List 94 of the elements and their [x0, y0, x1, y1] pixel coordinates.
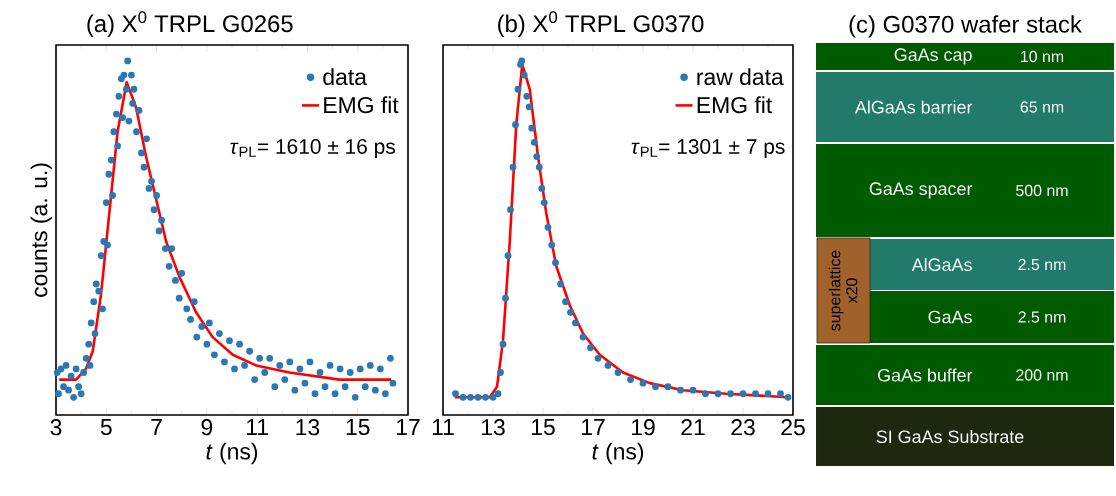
point	[525, 103, 533, 111]
x-tick-label: 21	[681, 419, 705, 436]
point	[604, 362, 612, 369]
text: GaAs cap	[894, 48, 972, 65]
annotation: τ$_{PL}$= 1610 ± 16 ps	[230, 139, 396, 159]
x-tick-label: 15	[532, 419, 555, 436]
text: AlGaAs barrier	[854, 100, 973, 114]
point	[689, 386, 697, 394]
point	[494, 390, 502, 398]
point	[664, 383, 672, 391]
text: 2.5 nm	[1018, 258, 1066, 271]
x-tick-label: 9	[201, 419, 213, 436]
x-tick-label: 11	[432, 419, 454, 435]
text: GaAs buffer	[878, 368, 973, 382]
x-axis-title: t (ns)	[592, 442, 644, 465]
point	[467, 393, 474, 401]
point	[514, 85, 522, 93]
point	[639, 379, 647, 387]
text: SI GaAs Substrate	[876, 429, 1024, 444]
text: x20	[846, 278, 858, 304]
point	[507, 206, 514, 214]
point	[482, 393, 489, 401]
point	[572, 319, 579, 327]
text: 10 nm	[1021, 50, 1064, 63]
point	[614, 369, 622, 376]
point	[504, 252, 512, 260]
point	[714, 390, 722, 398]
point	[502, 294, 509, 302]
point	[452, 390, 459, 398]
point	[474, 393, 482, 401]
x-tick-label: 17	[582, 419, 605, 435]
point	[509, 163, 517, 171]
point	[587, 344, 594, 352]
x-tick-label: 13	[482, 419, 505, 436]
y-axis-title: counts (a. u.)	[30, 163, 52, 297]
text: 65 nm	[1020, 101, 1064, 113]
x-tick-label: 25	[781, 419, 805, 436]
point	[552, 259, 559, 267]
point	[764, 390, 772, 398]
text: GaAs spacer	[869, 182, 973, 199]
point	[557, 280, 564, 288]
point	[523, 92, 531, 100]
x-axis-title: t (ns)	[206, 442, 258, 465]
x-tick-label: 13	[296, 419, 320, 436]
point	[540, 199, 548, 206]
point	[627, 376, 634, 383]
point	[777, 390, 784, 398]
point	[518, 57, 526, 65]
legend-label: EMG fit	[324, 96, 399, 114]
point	[739, 390, 747, 398]
point	[594, 354, 602, 362]
x-tick-label: 5	[100, 419, 112, 436]
point	[528, 124, 536, 132]
chart-title: (a) X$^{0}$ TRPL G0265	[87, 11, 293, 37]
point	[544, 223, 552, 231]
point	[677, 386, 684, 394]
text: 2.5 nm	[1018, 311, 1066, 323]
point	[784, 393, 792, 401]
x-tick-label: 3	[50, 419, 62, 436]
point	[512, 121, 519, 129]
x-tick-label: 19	[632, 419, 655, 436]
text: (c) G0370 wafer stack	[849, 15, 1082, 38]
chart-title: (b) X$^{0}$ TRPL G0370	[498, 11, 704, 37]
text: 500 nm	[1016, 184, 1068, 197]
point	[579, 333, 587, 341]
text: superlattice	[828, 250, 844, 331]
x-tick-label: 15	[346, 419, 370, 436]
text: AlGaAs	[911, 257, 972, 272]
text: GaAs	[928, 310, 972, 324]
text: 200 nm	[1016, 369, 1068, 381]
point	[459, 393, 467, 401]
point	[752, 390, 759, 398]
point	[652, 383, 659, 391]
legend-label: raw data	[697, 68, 784, 86]
legend-label: data	[323, 68, 367, 86]
point	[533, 153, 541, 160]
point	[548, 241, 556, 249]
point	[499, 340, 507, 348]
legend-label: EMG fit	[697, 96, 773, 114]
x-tick-label: 23	[731, 419, 755, 436]
point	[727, 390, 734, 398]
annotation: τ$_{PL}$= 1301 ± 7 ps	[631, 139, 785, 159]
point	[567, 308, 574, 316]
point	[702, 390, 709, 398]
point	[562, 298, 569, 306]
x-tick-label: 17	[397, 419, 420, 435]
point	[535, 163, 543, 171]
point	[489, 393, 497, 401]
point	[520, 71, 528, 79]
x-tick-label: 11	[247, 419, 268, 435]
point	[530, 138, 538, 146]
point	[538, 184, 546, 192]
point	[497, 369, 504, 376]
x-tick-label: 7	[151, 419, 162, 435]
